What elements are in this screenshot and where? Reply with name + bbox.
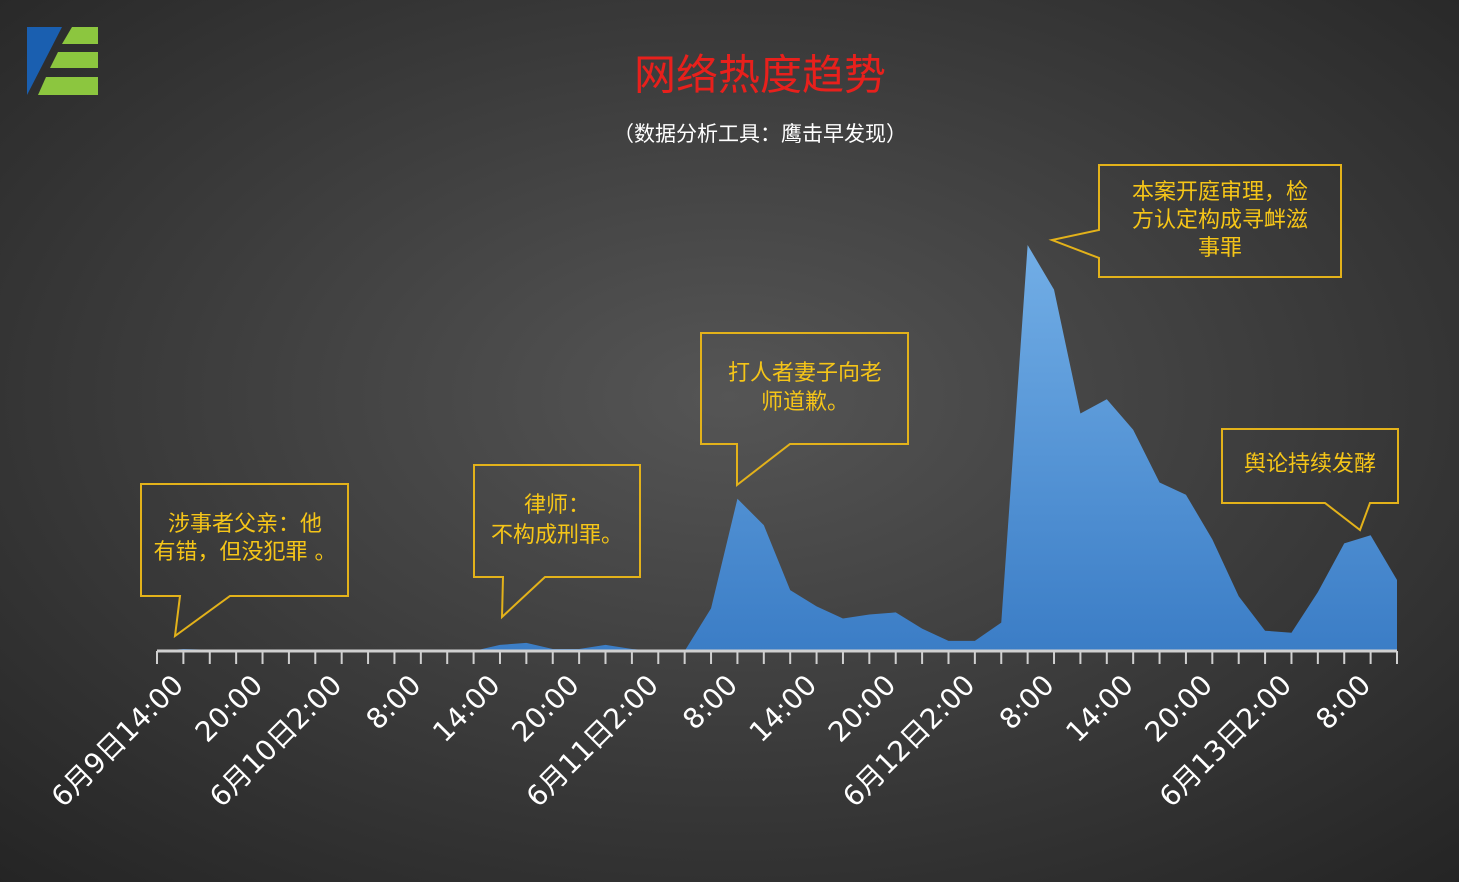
callout: 涉事者父亲：他有错，但没犯罪 。 (140, 483, 349, 639)
logo (27, 27, 98, 95)
callout-text: 舆论持续发酵 (1244, 452, 1376, 477)
callout-text: 有错，但没犯罪 。 (154, 540, 337, 565)
callout-text: 律师： (524, 493, 590, 518)
callout: 律师： 不构成刑罪。 (473, 464, 641, 620)
callout-text: 方认定构成寻衅滋 (1132, 208, 1308, 233)
callout-box (140, 483, 349, 639)
chart-subtitle: （数据分析工具：鹰击早发现） (613, 122, 907, 146)
callout-box (473, 464, 641, 620)
callout-text: 本案开庭审理，检 (1132, 180, 1308, 205)
chart-title: 网络热度趋势 (634, 51, 886, 100)
callout-text: 打人者妻子向老 (728, 361, 882, 386)
callout-box (1048, 164, 1342, 278)
callout-text: 不构成刑罪。 (491, 523, 623, 548)
callout: 舆论持续发酵 (1221, 428, 1399, 532)
callout-text: 事罪 (1198, 236, 1242, 261)
area (157, 245, 1397, 651)
callout-box (700, 332, 909, 488)
callout-text: 师道歉。 (761, 390, 849, 415)
callout-text: 涉事者父亲：他 (168, 512, 322, 537)
callout-box (1221, 428, 1399, 532)
